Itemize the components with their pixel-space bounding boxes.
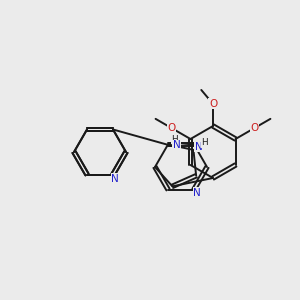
Text: O: O xyxy=(250,123,259,133)
Text: N: N xyxy=(193,188,201,197)
Text: O: O xyxy=(209,99,217,109)
Text: H: H xyxy=(201,138,208,147)
Text: N: N xyxy=(195,142,202,152)
Text: O: O xyxy=(167,123,176,133)
Text: N: N xyxy=(173,140,181,150)
Text: N: N xyxy=(111,173,119,184)
Text: H: H xyxy=(172,135,178,144)
